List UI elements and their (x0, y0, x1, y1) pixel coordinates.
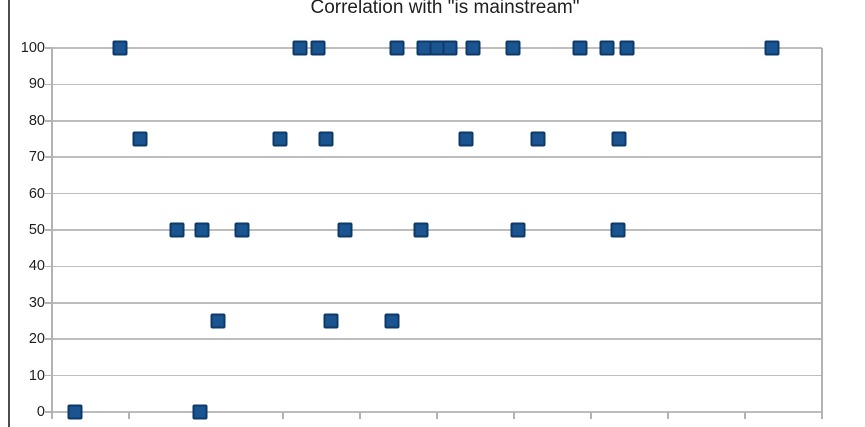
y-axis-line (51, 48, 53, 419)
data-point-marker (210, 313, 226, 329)
y-axis-tick-label: 10 (28, 367, 45, 384)
data-point-marker (337, 222, 353, 238)
y-axis-tick (45, 47, 52, 49)
y-gridline (52, 338, 822, 340)
x-axis-tick (436, 412, 438, 419)
y-axis-tick-label: 50 (28, 221, 45, 238)
y-axis-tick-label: 0 (36, 403, 45, 420)
x-axis-tick (359, 412, 361, 419)
data-point-marker (132, 131, 148, 147)
data-point-marker (318, 131, 334, 147)
y-axis-tick-label: 20 (28, 330, 45, 347)
data-point-marker (505, 40, 521, 56)
x-axis-tick (513, 412, 515, 419)
y-axis-tick-label: 40 (28, 258, 45, 275)
plot-right-border (821, 48, 823, 412)
data-point-marker (442, 40, 458, 56)
data-point-marker (169, 222, 185, 238)
x-axis-tick (667, 412, 669, 419)
y-gridline (52, 83, 822, 86)
y-axis-tick-label: 30 (28, 294, 45, 311)
data-point-marker (610, 222, 626, 238)
y-axis-tick-label: 60 (28, 185, 45, 202)
data-point-marker (510, 222, 526, 238)
data-point-marker (599, 40, 615, 56)
data-point-marker (764, 40, 780, 56)
data-point-marker (572, 40, 588, 56)
data-point-marker (458, 131, 474, 147)
data-point-marker (272, 131, 288, 147)
data-point-marker (389, 40, 405, 56)
y-axis-tick (45, 192, 52, 195)
y-axis-tick-label: 80 (28, 112, 45, 129)
y-axis-tick (45, 411, 52, 413)
y-gridline (52, 374, 822, 377)
data-point-marker (611, 131, 627, 147)
x-axis-tick (590, 412, 592, 419)
y-axis-tick (45, 83, 52, 86)
data-point-marker (413, 222, 429, 238)
data-point-marker (465, 40, 481, 56)
y-gridline (52, 192, 822, 195)
chart-title: Correlation with "is mainstream" (310, 0, 580, 18)
data-point-marker (310, 40, 326, 56)
y-axis-tick (45, 229, 52, 231)
y-axis-tick-label: 100 (20, 39, 45, 56)
y-gridline (52, 156, 822, 158)
y-gridline (52, 229, 822, 231)
data-point-marker (194, 222, 210, 238)
y-axis-tick (45, 374, 52, 377)
data-point-marker (292, 40, 308, 56)
y-axis-tick-label: 90 (28, 76, 45, 93)
data-point-marker (530, 131, 546, 147)
y-axis-tick (45, 302, 52, 304)
data-point-marker (619, 40, 635, 56)
y-axis-tick-label: 70 (28, 148, 45, 165)
data-point-marker (192, 404, 208, 420)
y-gridline (52, 265, 822, 268)
data-point-marker (234, 222, 250, 238)
x-axis-tick (282, 412, 284, 419)
y-axis-tick (45, 338, 52, 340)
data-point-marker (112, 40, 128, 56)
y-gridline (52, 120, 822, 122)
x-axis-tick (821, 412, 823, 419)
x-axis-tick (744, 412, 746, 419)
y-axis-tick (45, 265, 52, 268)
y-axis-tick (45, 156, 52, 158)
y-axis-tick (45, 120, 52, 122)
data-point-marker (323, 313, 339, 329)
window-left-border (8, 0, 10, 427)
x-axis-tick (128, 412, 130, 419)
data-point-marker (384, 313, 400, 329)
data-point-marker (67, 404, 83, 420)
y-gridline (52, 302, 822, 304)
